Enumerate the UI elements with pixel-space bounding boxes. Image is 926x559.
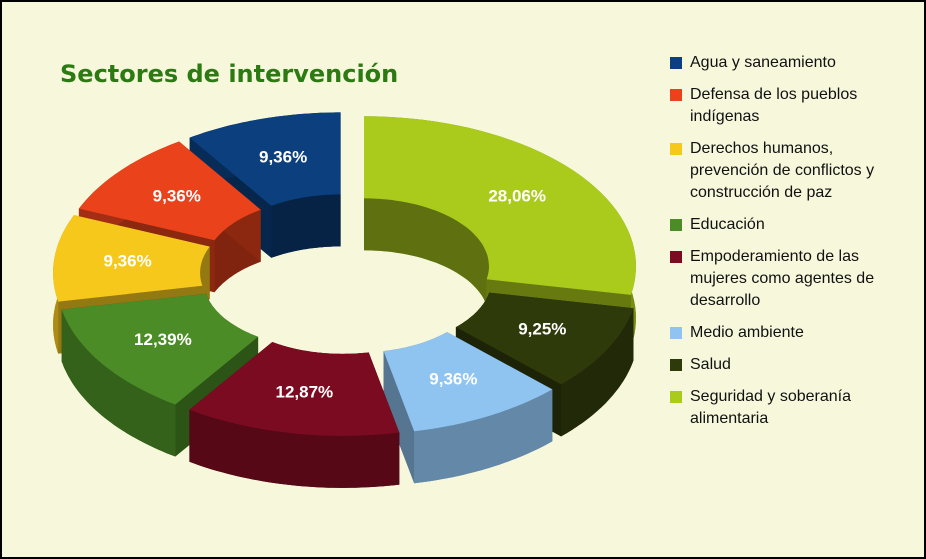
- legend-label: Derechos humanos, prevención de conflict…: [690, 140, 875, 201]
- slice-label: 12,39%: [134, 330, 192, 349]
- slice-label: 12,87%: [275, 382, 333, 401]
- slice-label: 9,36%: [153, 187, 201, 206]
- legend-item: Empoderamiento de las mujeres como agent…: [670, 246, 915, 312]
- legend-swatch: [670, 391, 682, 403]
- slice-top: [189, 112, 341, 206]
- slice-top: [383, 332, 553, 432]
- legend-item: Salud: [670, 354, 915, 376]
- legend-swatch: [670, 57, 682, 69]
- slice-label: 28,06%: [488, 186, 546, 205]
- slice-outer-wall: [414, 389, 553, 484]
- slice-inner-wall: [364, 198, 489, 332]
- legend-label: Seguridad y soberanía alimentaria: [690, 388, 851, 427]
- legend-swatch: [670, 89, 682, 101]
- slice-top: [189, 342, 400, 436]
- legend-label: Empoderamiento de las mujeres como agent…: [690, 248, 875, 309]
- legend-item: Agua y saneamiento: [670, 52, 915, 74]
- slice: 12,87%: [189, 342, 400, 488]
- legend-item: Medio ambiente: [670, 322, 915, 344]
- legend-swatch: [670, 327, 682, 339]
- legend-label: Defensa de los pueblos indígenas: [690, 86, 858, 125]
- legend-label: Salud: [690, 356, 731, 373]
- slice-top: [53, 215, 210, 302]
- legend-label: Educación: [690, 216, 765, 233]
- legend-swatch: [670, 143, 682, 155]
- slice-outer-wall: [61, 309, 176, 457]
- legend-swatch: [670, 251, 682, 263]
- legend-item: Educación: [670, 214, 915, 236]
- legend-swatch: [670, 359, 682, 371]
- slice-label: 9,36%: [104, 251, 152, 270]
- slice: 9,36%: [383, 332, 553, 484]
- slice-outer-wall: [561, 308, 634, 437]
- slice-label: 9,25%: [518, 320, 566, 339]
- legend-item: Derechos humanos, prevención de conflict…: [670, 138, 915, 204]
- chart-title: Sectores de intervención: [60, 60, 399, 88]
- legend-swatch: [670, 219, 682, 231]
- legend: Agua y saneamiento Defensa de los pueblos…: [670, 52, 915, 440]
- slice-inner-wall: [271, 194, 341, 258]
- slice-top: [61, 293, 259, 405]
- slice-top: [78, 141, 261, 241]
- slice-label: 9,36%: [259, 148, 307, 167]
- slice-top: [455, 292, 634, 385]
- slice-edge: [383, 351, 415, 484]
- slice-label: 9,36%: [429, 370, 477, 389]
- slice-top: [364, 116, 636, 295]
- legend-label: Medio ambiente: [690, 324, 804, 341]
- slice-outer-wall: [189, 409, 400, 488]
- legend-item: Seguridad y soberanía alimentaria: [670, 386, 915, 430]
- legend-item: Defensa de los pueblos indígenas: [670, 84, 915, 128]
- legend-label: Agua y saneamiento: [690, 54, 836, 71]
